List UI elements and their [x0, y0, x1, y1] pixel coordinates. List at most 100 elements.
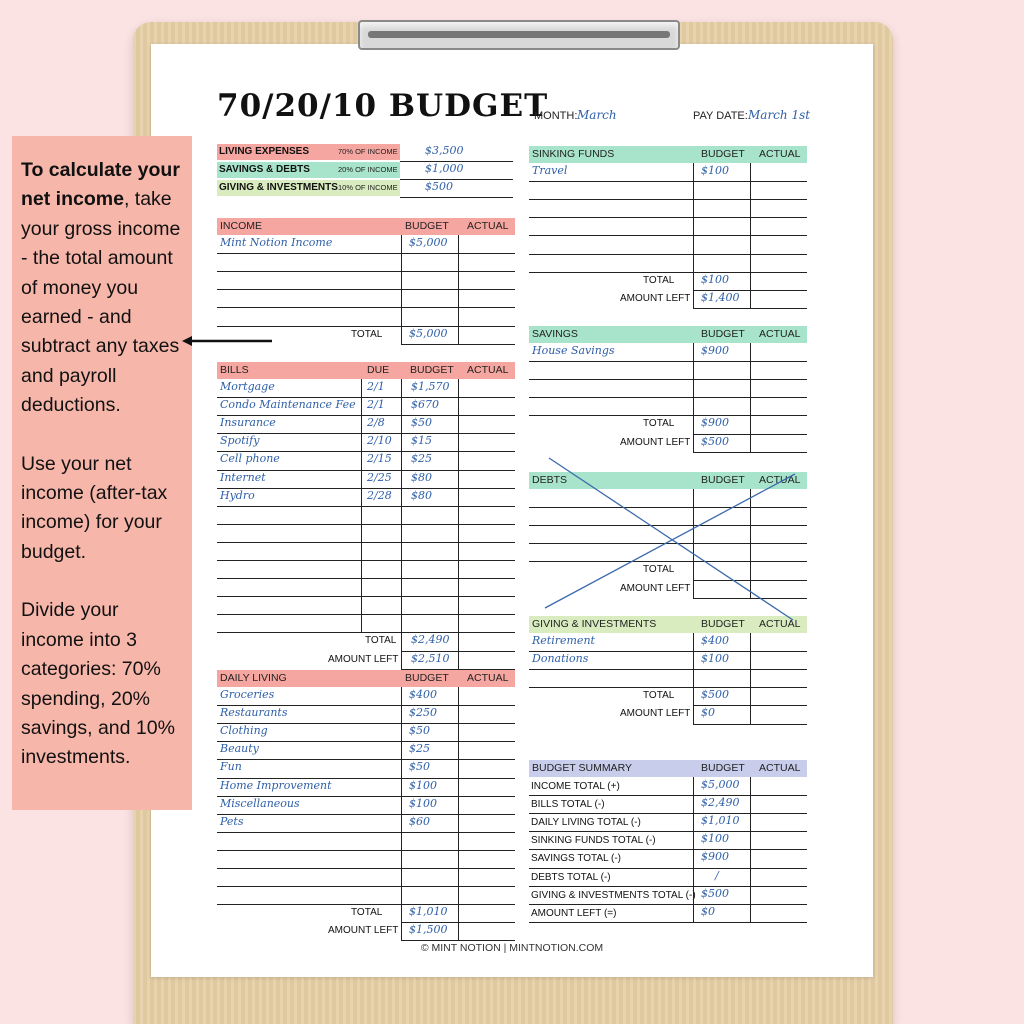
row-budget[interactable]: $250: [409, 706, 437, 720]
row-name[interactable]: Restaurants: [220, 706, 288, 720]
summary-budget[interactable]: /: [715, 868, 719, 882]
table-rule: [217, 487, 515, 489]
row-name[interactable]: Travel: [532, 164, 568, 177]
budget-sheet: 70/20/10 BUDGET MONTH: March PAY DATE: M…: [151, 44, 873, 977]
row-name[interactable]: Mint Notion Income: [220, 236, 333, 249]
amount-left-value[interactable]: $2,510: [411, 651, 450, 665]
total-value[interactable]: $1,010: [409, 905, 448, 919]
summary-budget[interactable]: $5,000: [701, 778, 740, 791]
table-rule: [217, 541, 515, 543]
footer-credit: © MINT NOTION | MINTNOTION.COM: [420, 942, 604, 954]
table-divider: [693, 777, 694, 922]
row-budget[interactable]: $60: [409, 814, 430, 828]
allocation-label: LIVING EXPENSES: [219, 146, 310, 157]
table-rule: [401, 668, 515, 670]
row-budget[interactable]: $5,000: [409, 236, 448, 249]
table-rule: [529, 271, 807, 273]
row-budget[interactable]: $100: [409, 778, 437, 792]
table-divider: [401, 379, 402, 669]
allocation-amount[interactable]: $500: [425, 180, 453, 193]
bill-budget[interactable]: $670: [411, 398, 439, 412]
note-paragraph-2: Use your net income (after-tax income) f…: [21, 452, 168, 563]
table-divider: [693, 489, 694, 598]
table-divider: [750, 163, 751, 308]
total-value[interactable]: $2,490: [411, 633, 450, 647]
row-name[interactable]: Miscellaneous: [220, 796, 300, 810]
total-value[interactable]: $100: [701, 272, 729, 286]
row-name[interactable]: Groceries: [220, 688, 275, 701]
row-budget[interactable]: $900: [701, 344, 729, 357]
column-header: BUDGET: [701, 148, 745, 160]
bill-name[interactable]: Insurance: [220, 416, 276, 430]
summary-budget[interactable]: $100: [701, 832, 729, 846]
row-name[interactable]: Pets: [220, 814, 244, 828]
row-budget[interactable]: $400: [409, 688, 437, 701]
bill-name[interactable]: Mortgage: [220, 380, 275, 393]
table-rule: [217, 523, 515, 525]
bill-name[interactable]: Cell phone: [220, 452, 280, 466]
bill-due[interactable]: 2/25: [367, 470, 392, 484]
summary-budget[interactable]: $900: [701, 850, 729, 864]
row-budget[interactable]: $100: [701, 652, 729, 666]
paydate-value[interactable]: March 1st: [748, 108, 811, 122]
row-budget[interactable]: $400: [701, 634, 729, 647]
bill-due[interactable]: 2/8: [367, 416, 385, 430]
row-budget[interactable]: $25: [409, 742, 430, 756]
bill-budget[interactable]: $1,570: [411, 380, 450, 393]
row-name[interactable]: Fun: [220, 760, 242, 774]
summary-budget[interactable]: $2,490: [701, 796, 740, 810]
bill-name[interactable]: Condo Maintenance Fee: [220, 398, 356, 412]
total-value[interactable]: $900: [701, 416, 729, 430]
table-rule: [529, 525, 807, 527]
row-name[interactable]: Donations: [532, 652, 589, 666]
bill-due[interactable]: 2/1: [367, 398, 385, 412]
table-rule: [217, 813, 515, 815]
table-rule: [217, 397, 515, 399]
row-name[interactable]: Home Improvement: [220, 778, 332, 792]
bill-due[interactable]: 2/10: [367, 434, 392, 448]
table-rule: [529, 397, 807, 399]
bill-name[interactable]: Spotify: [220, 434, 260, 448]
row-budget[interactable]: $100: [701, 164, 729, 177]
table-rule: [217, 253, 515, 255]
bill-budget[interactable]: $15: [411, 434, 432, 448]
bill-budget[interactable]: $80: [411, 470, 432, 484]
bill-due[interactable]: 2/15: [367, 452, 392, 466]
table-rule: [529, 885, 807, 887]
bill-budget[interactable]: $80: [411, 488, 432, 502]
column-header: ACTUAL: [759, 328, 801, 340]
sinking-header: SINKING FUNDS BUDGET ACTUAL: [529, 146, 807, 163]
row-name[interactable]: House Savings: [532, 344, 615, 357]
bill-name[interactable]: Hydro: [220, 488, 255, 502]
table-rule: [529, 379, 807, 381]
table-rule: [217, 415, 515, 417]
row-name[interactable]: Beauty: [220, 742, 259, 756]
table-rule: [693, 289, 807, 291]
row-name[interactable]: Clothing: [220, 724, 268, 738]
allocation-amount[interactable]: $3,500: [425, 144, 464, 157]
total-value[interactable]: $500: [701, 688, 729, 702]
bill-budget[interactable]: $25: [411, 452, 432, 466]
column-header: BUDGET: [701, 762, 745, 774]
summary-budget[interactable]: $500: [701, 886, 729, 900]
summary-budget[interactable]: $1,010: [701, 814, 740, 828]
total-value[interactable]: $5,000: [409, 326, 448, 340]
summary-budget[interactable]: $0: [701, 904, 715, 918]
row-name[interactable]: Retirement: [532, 634, 595, 647]
row-budget[interactable]: $50: [409, 724, 430, 738]
amount-left-value[interactable]: $500: [701, 434, 729, 448]
amount-left-value[interactable]: $1,500: [409, 923, 448, 937]
amount-left-value[interactable]: $1,400: [701, 290, 740, 304]
bill-due[interactable]: 2/1: [367, 380, 385, 393]
bill-due[interactable]: 2/28: [367, 488, 392, 502]
bill-name[interactable]: Internet: [220, 470, 266, 484]
table-divider: [693, 163, 694, 308]
amount-left-value[interactable]: $0: [701, 706, 715, 720]
month-value[interactable]: March: [577, 108, 617, 122]
allocation-amount[interactable]: $1,000: [425, 162, 464, 175]
bill-budget[interactable]: $50: [411, 416, 432, 430]
row-budget[interactable]: $100: [409, 796, 437, 810]
table-rule: [529, 687, 807, 689]
table-rule: [693, 597, 807, 599]
row-budget[interactable]: $50: [409, 760, 430, 774]
